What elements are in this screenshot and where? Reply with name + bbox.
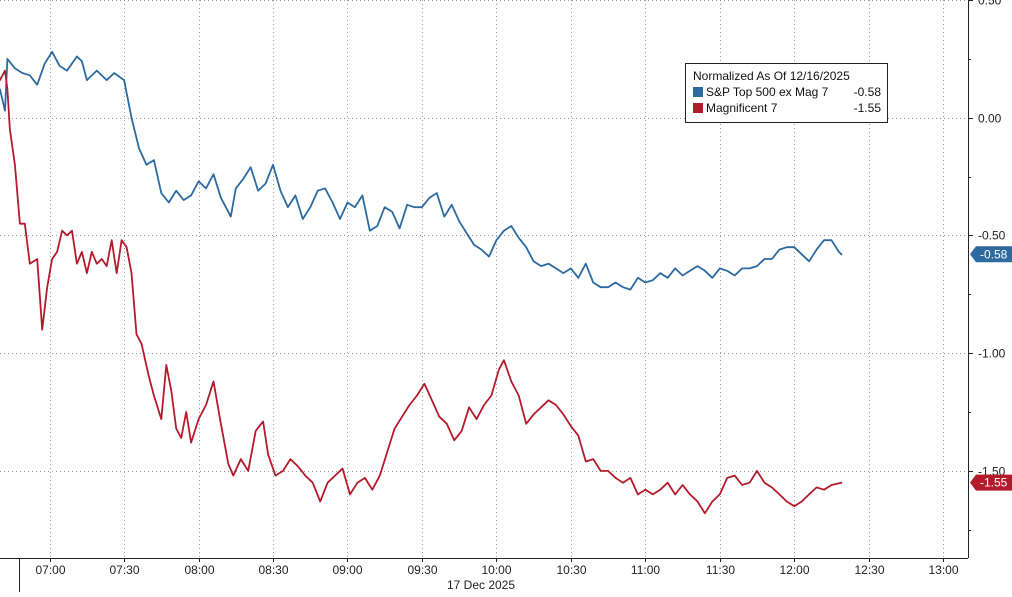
legend-item-sp500-ex-mag7: S&P Top 500 ex Mag 7 -0.58 [693, 84, 881, 100]
x-tick-label: 10:30 [556, 563, 586, 577]
last-value-tag-box [970, 246, 1012, 263]
x-axis-label: 17 Dec 2025 [447, 578, 515, 592]
last-value-tag-label: -0.58 [980, 247, 1008, 261]
x-tick-label: 08:00 [184, 563, 214, 577]
series-line-0 [0, 50, 843, 291]
legend-series-value: -0.58 [853, 85, 881, 99]
x-tick-label: 08:30 [258, 563, 288, 577]
x-tick-label: 07:00 [35, 563, 65, 577]
y-tick-label: 0.00 [978, 112, 1002, 126]
x-tick-label: 09:00 [332, 563, 362, 577]
legend-item-magnificent-7: Magnificent 7 -1.55 [693, 100, 881, 116]
legend-series-value: -1.55 [853, 101, 881, 115]
legend-swatch-blue [693, 87, 703, 97]
last-value-tag-label: -1.55 [980, 476, 1008, 490]
x-tick-label: 09:30 [407, 563, 437, 577]
x-tick-label: 11:00 [631, 563, 660, 577]
y-tick-label: 0.50 [978, 0, 1002, 8]
x-tick-label: 12:30 [854, 563, 884, 577]
last-value-tag-box [970, 474, 1012, 491]
series-line-1 [0, 69, 843, 515]
x-tick-label: 10:00 [481, 563, 511, 577]
legend-series-name: S&P Top 500 ex Mag 7 [706, 85, 829, 99]
x-tick-label: 11:30 [706, 563, 735, 577]
legend-title: Normalized As Of 12/16/2025 [693, 69, 850, 83]
grid [0, 0, 968, 558]
legend: Normalized As Of 12/16/2025 S&P Top 500 … [685, 63, 888, 123]
series-layer [0, 50, 843, 515]
ticks: 07:00 07:30 08:00 08:30 09:00 09:30 10:00 10:30… [35, 0, 1006, 577]
axes: 17 Dec 2025 [0, 0, 969, 592]
legend-swatch-red [693, 103, 703, 113]
x-tick-label: 12:00 [779, 563, 809, 577]
last-value-tags: -0.58 -1.55 [970, 246, 1012, 491]
last-value-tag-0: -0.58 [970, 246, 1012, 263]
x-tick-label: 07:30 [109, 563, 139, 577]
y-tick-label: -1.00 [978, 347, 1006, 361]
y-tick-label: -0.50 [978, 229, 1006, 243]
x-tick-label: 13:00 [928, 563, 958, 577]
legend-series-name: Magnificent 7 [706, 101, 778, 115]
last-value-tag-1: -1.55 [970, 474, 1012, 491]
